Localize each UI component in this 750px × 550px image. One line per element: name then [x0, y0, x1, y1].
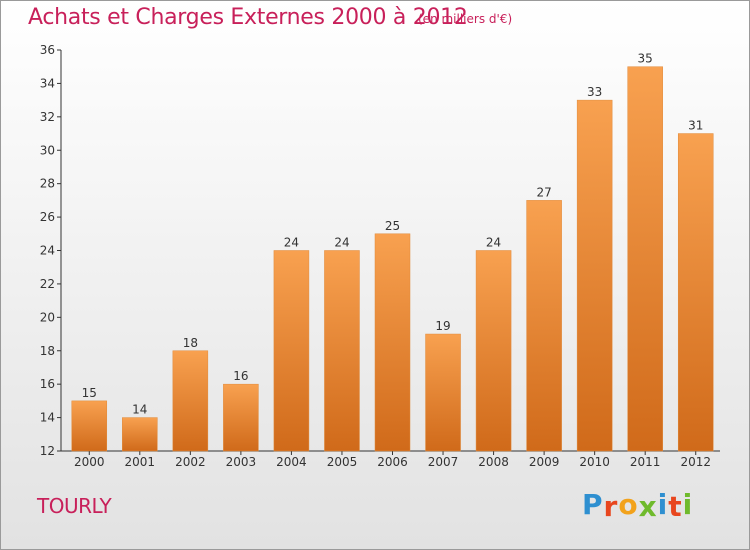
y-tick-label: 26: [40, 210, 55, 224]
bar-2010: [576, 99, 613, 452]
x-tick-label: 2004: [276, 455, 307, 469]
chart-title: Achats et Charges Externes 2000 à 2012: [28, 5, 468, 30]
chart-labels: 15 2000 14 2001 18 2002 16 2003 24 2004 24 2005 25 20…: [74, 52, 711, 469]
bar-value-label: 31: [688, 119, 703, 133]
bar-value-label: 16: [233, 369, 248, 383]
bar-2007: [425, 333, 461, 452]
logo-letter: t: [668, 490, 683, 523]
x-tick-label: 2002: [175, 455, 206, 469]
bar-value-label: 33: [587, 85, 602, 99]
x-tick-label: 2000: [74, 455, 105, 469]
logo-letter: x: [638, 490, 658, 523]
bar-2002: [172, 350, 209, 452]
y-tick-label: 16: [40, 377, 55, 391]
y-tick-label: 36: [40, 43, 55, 57]
logo-letter: r: [603, 490, 619, 523]
y-tick-label: 32: [40, 110, 55, 124]
x-tick-label: 2009: [529, 455, 560, 469]
bar-2005: [324, 250, 360, 452]
bar-value-label: 19: [435, 319, 450, 333]
y-tick-label: 28: [40, 177, 55, 191]
y-tick-label: 14: [40, 411, 55, 425]
x-tick-label: 2012: [680, 455, 711, 469]
proxiti-logo[interactable]: Proxiti: [582, 488, 694, 523]
y-tick-label: 12: [40, 444, 55, 458]
chart-bars: [71, 66, 714, 452]
logo-letter: i: [682, 488, 694, 521]
bar-value-label: 25: [385, 219, 400, 233]
bar-value-label: 27: [536, 185, 551, 199]
bar-2008: [475, 250, 512, 452]
bar-value-label: 24: [284, 236, 299, 250]
x-tick-label: 2001: [125, 455, 156, 469]
x-tick-label: 2008: [478, 455, 509, 469]
y-tick-label: 20: [40, 310, 55, 324]
bar-2012: [677, 133, 714, 452]
x-tick-label: 2007: [428, 455, 459, 469]
logo-letter: P: [582, 488, 604, 521]
x-tick-label: 2005: [327, 455, 358, 469]
logo-letter: i: [657, 488, 669, 521]
bar-value-label: 24: [334, 236, 349, 250]
x-tick-label: 2003: [226, 455, 257, 469]
x-tick-label: 2011: [630, 455, 661, 469]
y-tick-label: 22: [40, 277, 55, 291]
y-tick-label: 18: [40, 344, 55, 358]
bar-value-label: 24: [486, 236, 501, 250]
bar-2011: [627, 66, 663, 452]
bar-2000: [71, 400, 108, 452]
place-name: TOURLY: [37, 494, 112, 518]
logo-letter: o: [618, 488, 639, 521]
bar-value-label: 18: [183, 336, 198, 350]
bar-2006: [374, 233, 411, 452]
bar-value-label: 14: [132, 403, 147, 417]
x-tick-label: 2006: [377, 455, 408, 469]
bar-2009: [526, 200, 562, 452]
chart-subtitle: (en milliers d'€): [418, 12, 513, 26]
chart-axes: 12 14 16 18 20 22 24 26 28 30 32 34 36: [40, 43, 720, 458]
y-tick-label: 34: [40, 76, 55, 90]
bar-2001: [122, 417, 158, 452]
y-tick-label: 24: [40, 244, 55, 258]
bar-2004: [273, 250, 310, 452]
bar-value-label: 15: [82, 386, 97, 400]
bar-2003: [223, 383, 259, 452]
y-tick-label: 30: [40, 143, 55, 157]
x-tick-label: 2010: [579, 455, 610, 469]
bar-value-label: 35: [638, 52, 653, 66]
